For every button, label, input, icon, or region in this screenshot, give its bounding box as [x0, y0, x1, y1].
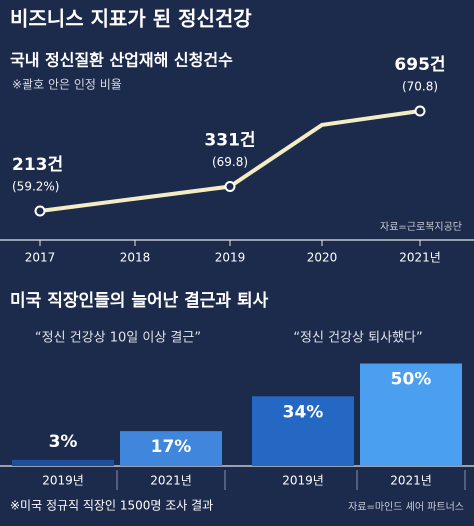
main-title: 비즈니스 지표가 된 정신건강: [10, 7, 252, 31]
chart-subtitle: ※괄호 안은 인정 비율: [12, 78, 122, 92]
rate-label: (70.8): [402, 80, 438, 94]
bar: [12, 459, 114, 466]
x-tick-label: 2019년: [42, 474, 84, 488]
bar: [252, 396, 354, 466]
point: [414, 105, 426, 117]
bar: [360, 363, 462, 466]
x-tick-label: 2018: [120, 251, 151, 265]
chart-title: 국내 정신질환 산업재해 신청건수: [10, 51, 233, 70]
section-title: 미국 직장인들의 늘어난 결근과 퇴사: [10, 291, 269, 311]
rate-label: (69.8): [212, 155, 248, 169]
x-tick-label: 2019: [215, 251, 246, 265]
value-label: 331건: [204, 131, 255, 151]
x-tick-label: 2017: [25, 251, 56, 265]
value-label: 3%: [49, 432, 78, 452]
x-tick-label: 2021년: [150, 474, 192, 488]
bar: [120, 431, 222, 466]
x-tick-label: 2020: [307, 251, 338, 265]
value-label: 50%: [391, 370, 432, 390]
x-tick-label: 2021년: [390, 474, 432, 488]
value-label: 213건: [12, 155, 63, 175]
value-label: 34%: [283, 402, 324, 422]
value-label: 695건: [394, 55, 445, 75]
x-tick-label: 2021년: [399, 251, 441, 265]
source: 자료=근로복지공단: [380, 221, 462, 233]
point: [34, 205, 46, 217]
chart-title: “정신 건강상 10일 이상 결근”: [35, 331, 201, 346]
source: 자료=마인드 셰어 파트너스: [348, 501, 464, 513]
x-tick-label: 2019년: [282, 474, 324, 488]
rate-label: (59.2%): [12, 180, 59, 194]
note: ※미국 정규직 직장인 1500명 조사 결과: [10, 499, 213, 513]
value-label: 17%: [151, 437, 192, 457]
chart-title: “정신 건강상 퇴사했다”: [293, 330, 422, 346]
point: [224, 181, 236, 193]
